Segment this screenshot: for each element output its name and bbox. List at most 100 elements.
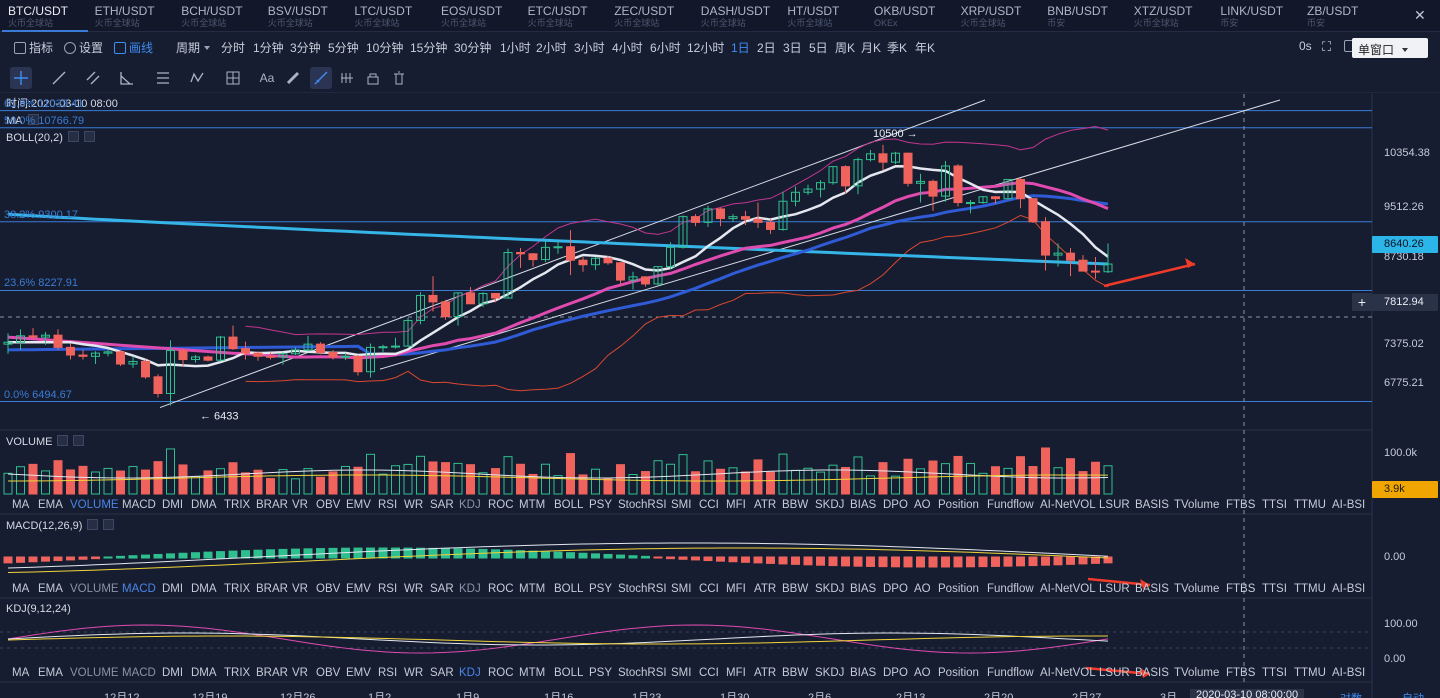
period-dropdown[interactable]: 周期 [176, 39, 211, 56]
indicator-tab[interactable]: FTBS [1226, 583, 1256, 595]
indicator-tab[interactable]: CCI [699, 583, 719, 595]
indicator-tab[interactable]: TTMU [1294, 583, 1326, 595]
auto-scale-toggle[interactable]: 自动 [1402, 690, 1424, 698]
indicator-tab[interactable]: AI-BSI [1332, 583, 1366, 595]
indicator-tab[interactable]: OBV [316, 499, 341, 511]
indicator-tab[interactable]: RSI [378, 667, 398, 679]
indicator-tab[interactable]: AO [914, 499, 931, 511]
indicator-tab[interactable]: PSY [589, 667, 613, 679]
indicator-tab[interactable]: ROC [488, 499, 514, 511]
indicator-tab[interactable]: SKDJ [815, 499, 845, 511]
pair-tab[interactable]: ETH/USDT 火币全球站 [89, 0, 175, 32]
period-option[interactable]: 1日 [731, 41, 750, 55]
indicator-tab[interactable]: MACD [122, 499, 156, 511]
indicator-tab[interactable]: MTM [519, 583, 546, 595]
eye-icon[interactable] [67, 131, 79, 142]
indicator-tab[interactable]: WR [404, 667, 424, 679]
pair-tab[interactable]: ZB/USDT 币安 [1301, 0, 1387, 32]
period-option[interactable]: 分时 [221, 41, 246, 55]
pair-tab[interactable]: XTZ/USDT 火币全球站 [1128, 0, 1214, 32]
indicator-tab[interactable]: EMV [346, 499, 371, 511]
period-option[interactable]: 12小时 [687, 41, 725, 55]
indicator-tab[interactable]: SMI [671, 667, 692, 679]
indicator-tab[interactable]: TRIX [224, 499, 251, 511]
indicator-tab[interactable]: DMA [191, 667, 217, 679]
indicator-tab[interactable]: SKDJ [815, 667, 845, 679]
trendline-tool-icon[interactable] [48, 67, 70, 89]
period-option[interactable]: 6小时 [650, 41, 681, 55]
indicator-tab[interactable]: KDJ [459, 667, 481, 679]
period-option[interactable]: 5日 [809, 41, 828, 55]
pair-tab[interactable]: ETC/USDT 火币全球站 [522, 0, 608, 32]
indicator-tab[interactable]: TVolume [1174, 583, 1220, 595]
indicator-tab[interactable]: EMA [38, 499, 63, 511]
fullscreen-icon[interactable]: ⛶ [1322, 39, 1332, 54]
indicator-tab[interactable]: VR [292, 583, 308, 595]
indicator-tab[interactable]: MACD [122, 583, 156, 595]
indicator-tab[interactable]: CCI [699, 499, 719, 511]
indicator-tab[interactable]: OBV [316, 667, 341, 679]
indicator-tab[interactable]: PSY [589, 499, 613, 511]
period-option[interactable]: 1小时 [500, 41, 531, 55]
indicator-tab[interactable]: MA [12, 667, 30, 679]
pair-tab[interactable]: BTC/USDT 火币全球站 [2, 0, 88, 32]
draw-button[interactable]: 画线 [114, 39, 153, 56]
measure-tool-icon[interactable] [336, 67, 358, 89]
period-option[interactable]: 季K [887, 41, 908, 55]
window-mode-select[interactable]: 单窗口 [1352, 38, 1428, 58]
indicator-tab[interactable]: TTMU [1294, 499, 1326, 511]
period-option[interactable]: 1分钟 [253, 41, 284, 55]
close-icon[interactable] [83, 131, 95, 142]
add-alert-icon[interactable]: + [1352, 293, 1372, 311]
pair-tab[interactable]: LTC/USDT 火币全球站 [348, 0, 434, 32]
indicator-tab[interactable]: EMV [346, 667, 371, 679]
indicator-tab[interactable]: AI-NetVOL [1040, 667, 1096, 679]
indicator-tab[interactable]: TTSI [1262, 583, 1287, 595]
indicator-tab[interactable]: KDJ [459, 583, 481, 595]
period-option[interactable]: 30分钟 [454, 41, 492, 55]
indicator-tab[interactable]: AI-BSI [1332, 499, 1366, 511]
period-option[interactable]: 4小时 [612, 41, 643, 55]
indicator-tab[interactable]: SAR [430, 667, 454, 679]
indicator-tab[interactable]: Fundflow [987, 667, 1034, 679]
pair-tab[interactable]: BCH/USDT 火币全球站 [175, 0, 261, 32]
magnet-tool-icon[interactable] [310, 67, 332, 89]
pair-tab[interactable]: LINK/USDT 币安 [1214, 0, 1300, 32]
indicator-tab[interactable]: BIAS [850, 583, 877, 595]
text-tool[interactable]: Aa [259, 71, 275, 85]
indicator-tab[interactable]: BOLL [554, 499, 584, 511]
indicator-tab[interactable]: RSI [378, 499, 398, 511]
indicator-tab[interactable]: StochRSI [618, 667, 667, 679]
indicator-tab[interactable]: FTBS [1226, 499, 1256, 511]
close-icon[interactable]: ✕ [1414, 7, 1426, 23]
indicator-tab[interactable]: VOLUME [70, 583, 119, 595]
indicator-tab[interactable]: ATR [754, 667, 777, 679]
boll-legend[interactable]: BOLL(20,2) [6, 131, 95, 144]
indicator-tab[interactable]: AO [914, 667, 931, 679]
lock-icon[interactable] [362, 67, 384, 89]
indicator-tab[interactable]: AI-BSI [1332, 667, 1366, 679]
indicator-tab[interactable]: TTSI [1262, 667, 1287, 679]
volume-legend[interactable]: VOLUME [6, 435, 85, 448]
indicator-tab[interactable]: BASIS [1135, 583, 1169, 595]
indicator-tab[interactable]: Position [938, 667, 979, 679]
pair-tab[interactable]: DASH/USDT 火币全球站 [695, 0, 781, 32]
indicator-tab[interactable]: KDJ [459, 499, 481, 511]
angle-tool-icon[interactable] [116, 67, 138, 89]
indicator-tab[interactable]: VR [292, 499, 308, 511]
period-option[interactable]: 3小时 [574, 41, 605, 55]
indicator-tab[interactable]: SMI [671, 583, 692, 595]
indicator-tab[interactable]: BOLL [554, 583, 584, 595]
indicator-tab[interactable]: StochRSI [618, 499, 667, 511]
indicator-tab[interactable]: DMI [162, 583, 184, 595]
indicator-tab[interactable]: MFI [726, 499, 746, 511]
period-option[interactable]: 5分钟 [328, 41, 359, 55]
indicator-tab[interactable]: Position [938, 583, 979, 595]
indicator-tab[interactable]: TTMU [1294, 667, 1326, 679]
indicator-tab[interactable]: DMA [191, 499, 217, 511]
indicator-tab[interactable]: VOLUME [70, 499, 119, 511]
parallel-channel-tool-icon[interactable] [82, 67, 104, 89]
indicator-tab[interactable]: DPO [883, 583, 908, 595]
wave-tool-icon[interactable] [186, 67, 208, 89]
indicator-tab[interactable]: EMV [346, 583, 371, 595]
